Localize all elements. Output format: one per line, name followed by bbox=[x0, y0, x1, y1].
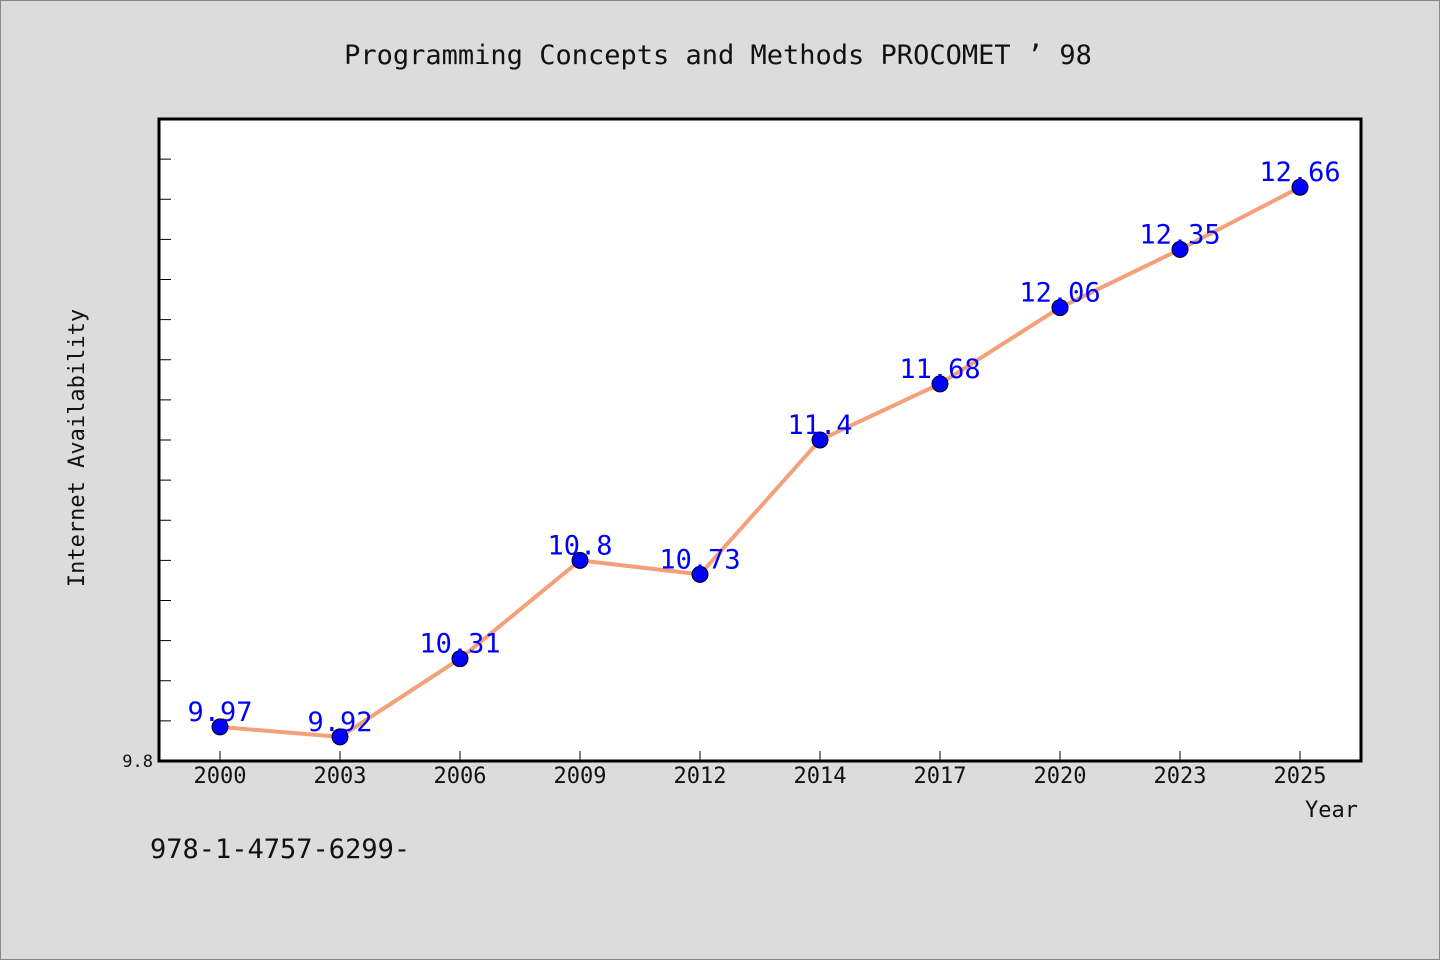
data-point bbox=[451, 650, 469, 668]
data-label: 9.92 bbox=[307, 707, 372, 738]
x-tick-label: 2017 bbox=[914, 764, 967, 789]
data-point bbox=[211, 718, 229, 736]
data-label: 12.06 bbox=[1019, 278, 1100, 309]
data-label: 11.68 bbox=[899, 354, 980, 385]
data-point bbox=[571, 551, 589, 569]
x-axis-label: Year bbox=[1305, 798, 1358, 823]
y-axis-ticks: 9.8 bbox=[122, 158, 171, 772]
data-label: 10.31 bbox=[419, 629, 500, 660]
data-point bbox=[1171, 240, 1189, 258]
x-axis-ticks: 2000 2003 2006 2009 2012 2014 2017 2020 2023 2025 bbox=[194, 751, 1327, 789]
series-group bbox=[211, 178, 1309, 746]
data-label: 12.66 bbox=[1259, 157, 1340, 188]
data-point bbox=[931, 375, 949, 393]
data-point bbox=[691, 565, 709, 583]
x-tick-label: 2020 bbox=[1034, 764, 1087, 789]
data-label: 10.8 bbox=[547, 530, 612, 561]
isbn-caption: 978-1-4757-6299- bbox=[150, 834, 411, 865]
x-tick-label: 2006 bbox=[434, 764, 487, 789]
x-tick-label: 2014 bbox=[794, 764, 847, 789]
data-point bbox=[811, 431, 829, 449]
data-label: 11.4 bbox=[787, 410, 852, 441]
x-tick-label: 2025 bbox=[1274, 764, 1327, 789]
x-tick-label: 2023 bbox=[1154, 764, 1207, 789]
data-point bbox=[1291, 178, 1309, 196]
plot-area bbox=[157, 117, 1363, 763]
data-label: 10.73 bbox=[659, 544, 740, 575]
y-axis-label: Internet Availability bbox=[65, 309, 90, 587]
series-line bbox=[219, 185, 1301, 739]
chart-title: Programming Concepts and Methods PROCOME… bbox=[344, 40, 1092, 71]
data-point bbox=[1051, 299, 1069, 317]
data-label: 9.97 bbox=[187, 697, 252, 728]
x-tick-label: 2000 bbox=[194, 764, 247, 789]
x-tick-label: 2003 bbox=[314, 764, 367, 789]
data-labels-group: 9.97 9.92 10.31 10.8 10.73 11.4 11.68 12.06 12.3… bbox=[187, 157, 1340, 738]
data-label: 12.35 bbox=[1139, 219, 1220, 250]
y-tick-label: 9.8 bbox=[122, 752, 153, 772]
data-point bbox=[331, 728, 349, 746]
x-tick-label: 2012 bbox=[674, 764, 727, 789]
x-tick-label: 2009 bbox=[554, 764, 607, 789]
